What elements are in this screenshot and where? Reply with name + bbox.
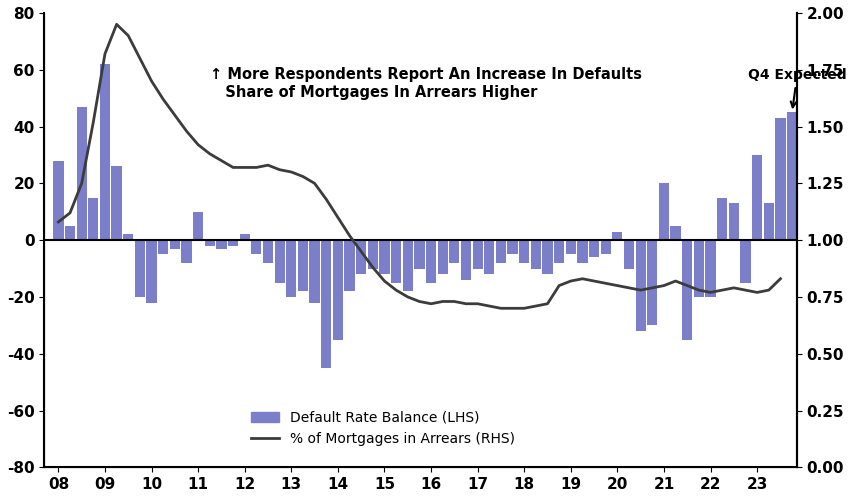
Bar	[682, 240, 692, 339]
Bar	[647, 240, 657, 325]
Bar	[53, 161, 64, 240]
Bar	[694, 240, 704, 297]
Bar	[414, 240, 424, 268]
Bar	[146, 240, 156, 302]
Bar	[88, 198, 99, 240]
Bar	[705, 240, 716, 297]
Bar	[228, 240, 238, 246]
Bar	[170, 240, 180, 249]
Bar	[344, 240, 355, 291]
Bar	[776, 118, 785, 240]
Bar	[321, 240, 332, 368]
Bar	[368, 240, 378, 268]
Bar	[542, 240, 552, 274]
Bar	[624, 240, 634, 268]
Text: ↑ More Respondents Report An Increase In Defaults
   Share of Mortgages In Arrea: ↑ More Respondents Report An Increase In…	[210, 67, 642, 100]
Bar	[263, 240, 273, 263]
Bar	[426, 240, 436, 283]
Legend: Default Rate Balance (LHS), % of Mortgages in Arrears (RHS): Default Rate Balance (LHS), % of Mortgag…	[246, 405, 521, 451]
Bar	[193, 212, 204, 240]
Bar	[181, 240, 192, 263]
Text: Q4 Expected: Q4 Expected	[748, 68, 846, 107]
Bar	[437, 240, 448, 274]
Bar	[566, 240, 576, 254]
Bar	[600, 240, 611, 254]
Bar	[403, 240, 413, 291]
Bar	[508, 240, 518, 254]
Bar	[158, 240, 168, 254]
Bar	[112, 166, 122, 240]
Bar	[740, 240, 751, 283]
Bar	[764, 203, 774, 240]
Bar	[612, 232, 623, 240]
Bar	[240, 235, 250, 240]
Bar	[298, 240, 308, 291]
Bar	[752, 155, 762, 240]
Bar	[251, 240, 261, 254]
Bar	[659, 183, 669, 240]
Bar	[554, 240, 564, 263]
Bar	[380, 240, 390, 274]
Bar	[286, 240, 296, 297]
Bar	[391, 240, 401, 283]
Bar	[332, 240, 343, 339]
Bar	[123, 235, 133, 240]
Bar	[787, 112, 797, 240]
Bar	[449, 240, 460, 263]
Bar	[216, 240, 227, 249]
Bar	[461, 240, 471, 280]
Bar	[356, 240, 366, 274]
Bar	[484, 240, 495, 274]
Bar	[100, 64, 110, 240]
Bar	[309, 240, 320, 302]
Bar	[717, 198, 728, 240]
Bar	[728, 203, 739, 240]
Bar	[496, 240, 506, 263]
Bar	[531, 240, 541, 268]
Bar	[204, 240, 215, 246]
Bar	[671, 226, 680, 240]
Bar	[636, 240, 646, 331]
Bar	[472, 240, 483, 268]
Bar	[589, 240, 600, 257]
Bar	[65, 226, 75, 240]
Bar	[577, 240, 588, 263]
Bar	[135, 240, 145, 297]
Bar	[76, 107, 87, 240]
Bar	[275, 240, 285, 283]
Bar	[519, 240, 529, 263]
